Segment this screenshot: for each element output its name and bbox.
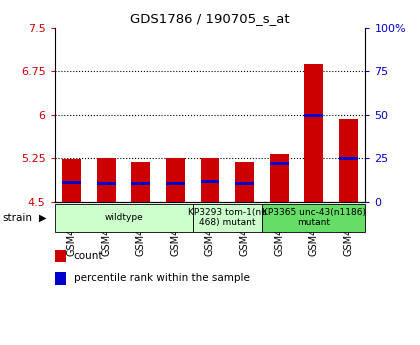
Bar bbox=[166, 158, 185, 202]
Text: strain: strain bbox=[2, 213, 32, 223]
Bar bbox=[200, 180, 220, 183]
Text: KP3365 unc-43(n1186)
mutant: KP3365 unc-43(n1186) mutant bbox=[262, 208, 365, 227]
Bar bbox=[131, 182, 150, 185]
Bar bbox=[63, 181, 81, 184]
Bar bbox=[270, 154, 289, 202]
Bar bbox=[200, 158, 220, 202]
Bar bbox=[235, 182, 254, 185]
Bar bbox=[235, 162, 254, 202]
Bar bbox=[166, 182, 185, 185]
Bar bbox=[270, 162, 289, 165]
Text: percentile rank within the sample: percentile rank within the sample bbox=[74, 274, 249, 283]
Bar bbox=[304, 114, 323, 117]
Text: wildtype: wildtype bbox=[104, 213, 143, 222]
Bar bbox=[339, 119, 357, 202]
Bar bbox=[131, 162, 150, 202]
Bar bbox=[339, 157, 357, 160]
Text: count: count bbox=[74, 251, 103, 261]
Bar bbox=[97, 158, 116, 202]
Title: GDS1786 / 190705_s_at: GDS1786 / 190705_s_at bbox=[130, 12, 290, 25]
Bar bbox=[63, 159, 81, 202]
Text: KP3293 tom-1(nu
468) mutant: KP3293 tom-1(nu 468) mutant bbox=[188, 208, 267, 227]
Bar bbox=[97, 182, 116, 185]
Bar bbox=[304, 64, 323, 202]
Text: ▶: ▶ bbox=[39, 213, 46, 223]
